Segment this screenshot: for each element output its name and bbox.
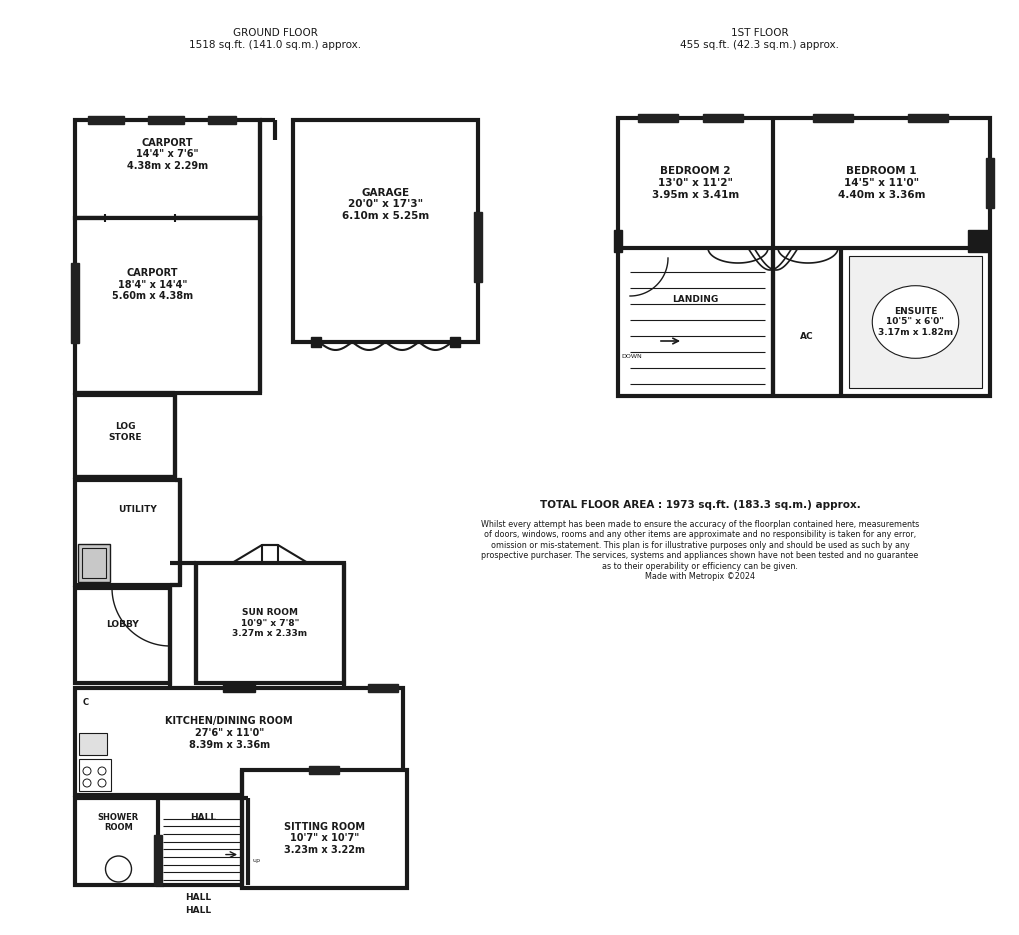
Text: HALL: HALL — [184, 906, 211, 915]
Bar — [75, 798, 162, 885]
Bar — [309, 766, 339, 774]
Bar — [242, 770, 407, 888]
Bar — [449, 337, 460, 347]
Text: CARPORT
14'4" x 7'6"
4.38m x 2.29m: CARPORT 14'4" x 7'6" 4.38m x 2.29m — [126, 137, 208, 171]
Bar — [75, 395, 175, 477]
Text: 1ST FLOOR
455 sq.ft. (42.3 sq.m.) approx.: 1ST FLOOR 455 sq.ft. (42.3 sq.m.) approx… — [680, 28, 839, 50]
Bar — [637, 114, 678, 122]
Bar — [368, 684, 397, 692]
Text: LANDING: LANDING — [672, 295, 718, 304]
Text: LOG
STORE: LOG STORE — [108, 423, 142, 441]
Text: TOTAL FLOOR AREA : 1973 sq.ft. (183.3 sq.m.) approx.: TOTAL FLOOR AREA : 1973 sq.ft. (183.3 sq… — [539, 500, 860, 510]
Bar — [154, 835, 162, 885]
Text: LOBBY: LOBBY — [106, 620, 139, 628]
Bar — [71, 263, 78, 343]
Bar — [158, 798, 248, 885]
Text: C: C — [83, 698, 89, 707]
Text: SITTING ROOM
10'7" x 10'7"
3.23m x 3.22m: SITTING ROOM 10'7" x 10'7" 3.23m x 3.22m — [283, 822, 365, 855]
Bar — [75, 120, 260, 218]
Text: BEDROOM 1
14'5" x 11'0"
4.40m x 3.36m: BEDROOM 1 14'5" x 11'0" 4.40m x 3.36m — [837, 166, 924, 199]
Bar — [702, 114, 742, 122]
Bar — [75, 218, 260, 393]
Text: BEDROOM 2
13'0" x 11'2"
3.95m x 3.41m: BEDROOM 2 13'0" x 11'2" 3.95m x 3.41m — [651, 166, 739, 199]
Text: KITCHEN/DINING ROOM
27'6" x 11'0"
8.39m x 3.36m: KITCHEN/DINING ROOM 27'6" x 11'0" 8.39m … — [165, 716, 292, 750]
Bar — [613, 230, 622, 252]
Text: DOWN: DOWN — [621, 353, 642, 358]
Bar — [618, 118, 989, 396]
Ellipse shape — [871, 286, 958, 358]
Bar — [812, 114, 852, 122]
Bar — [474, 212, 482, 282]
Bar — [223, 684, 255, 692]
Bar — [311, 337, 321, 347]
Bar — [985, 158, 994, 208]
Bar — [75, 588, 170, 683]
Text: AC: AC — [799, 332, 813, 341]
Text: Whilst every attempt has been made to ensure the accuracy of the floorplan conta: Whilst every attempt has been made to en… — [480, 520, 918, 581]
Text: GARAGE
20'0" x 17'3"
6.10m x 5.25m: GARAGE 20'0" x 17'3" 6.10m x 5.25m — [341, 188, 429, 221]
Text: up: up — [253, 858, 261, 863]
Text: HALL: HALL — [184, 893, 211, 902]
Text: SUN ROOM
10'9" x 7'8"
3.27m x 2.33m: SUN ROOM 10'9" x 7'8" 3.27m x 2.33m — [232, 608, 308, 638]
Bar — [292, 120, 478, 342]
Bar — [78, 733, 107, 755]
Bar — [967, 230, 989, 252]
Bar — [196, 563, 343, 683]
Text: GROUND FLOOR
1518 sq.ft. (141.0 sq.m.) approx.: GROUND FLOOR 1518 sq.ft. (141.0 sq.m.) a… — [189, 28, 361, 50]
Bar — [848, 256, 981, 388]
Text: CARPORT
18'4" x 14'4"
5.60m x 4.38m: CARPORT 18'4" x 14'4" 5.60m x 4.38m — [112, 268, 193, 301]
Text: SHOWER
ROOM: SHOWER ROOM — [98, 813, 139, 832]
Text: ENSUITE
10'5" x 6'0"
3.17m x 1.82m: ENSUITE 10'5" x 6'0" 3.17m x 1.82m — [877, 307, 952, 337]
Bar — [75, 480, 179, 585]
Bar — [907, 114, 947, 122]
Bar — [88, 116, 124, 124]
Text: HALL: HALL — [190, 813, 216, 822]
Bar — [77, 544, 110, 582]
Bar — [78, 759, 111, 791]
Bar — [75, 688, 403, 795]
Bar — [208, 116, 235, 124]
Bar — [82, 548, 106, 578]
Text: UTILITY: UTILITY — [118, 505, 157, 514]
Bar — [148, 116, 183, 124]
